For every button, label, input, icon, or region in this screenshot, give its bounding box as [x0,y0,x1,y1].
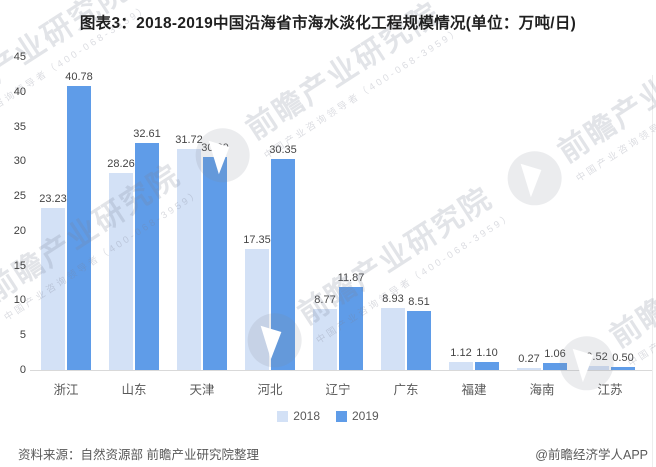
y-tick-label: 40 [13,85,26,98]
value-label: 17.35 [243,234,271,246]
x-category-label: 天津 [189,383,215,397]
bar-2018-辽宁: 8.77 [313,294,337,370]
legend-swatch-icon [277,410,289,422]
bar-2019-江苏: 0.50 [611,352,635,370]
bar-2018-福建: 1.12 [449,347,473,370]
y-tick-label: 35 [13,120,26,133]
x-category-label: 广东 [393,383,419,397]
bar-2018-天津: 31.72 [175,134,203,370]
value-label: 30.35 [269,144,297,156]
value-label: 0.50 [612,352,634,364]
bar-group-江苏: 0.52 0.50 [576,57,644,370]
x-axis-line [30,370,652,371]
bar-group-山东: 28.26 32.61 [100,57,168,370]
credit-note: @前瞻经济学人APP [535,448,648,462]
value-label: 1.06 [544,348,566,360]
bar-group-河北: 17.35 30.35 [236,57,304,370]
bar-group-海南: 0.27 1.06 [508,57,576,370]
bar-2019-海南: 1.06 [543,348,567,370]
value-label: 11.87 [337,272,365,284]
bar-2019-福建: 1.10 [475,347,499,370]
y-tick-label: 5 [19,329,26,342]
y-tick-label: 25 [13,190,26,203]
value-label: 23.23 [39,193,67,205]
value-label: 8.77 [314,294,336,306]
bar-2019-天津: 30.60 [201,142,229,370]
bar-2018-江苏: 0.52 [585,351,609,370]
x-category-label: 浙江 [53,383,79,397]
legend-item-2019: 2019 [336,409,379,423]
y-tick-label: 10 [13,294,26,307]
x-category-label: 海南 [529,383,555,397]
value-label: 0.27 [518,353,540,365]
y-tick-label: 15 [13,259,26,272]
x-category-label: 辽宁 [325,383,351,397]
value-label: 8.51 [408,296,430,308]
bar-2019-辽宁: 11.87 [338,272,364,370]
y-tick-label: 20 [13,224,26,237]
bar-group-天津: 31.72 30.60 [168,57,236,370]
x-category-label: 福建 [461,383,487,397]
y-axis: 45 40 35 30 25 20 15 10 5 0 [0,50,26,377]
y-tick-label: 45 [13,51,26,63]
bar-group-福建: 1.12 1.10 [440,57,508,370]
legend-swatch-icon [336,410,347,422]
x-category-label: 江苏 [597,383,623,397]
value-label: 1.10 [476,347,498,359]
bar-2019-浙江: 40.78 [65,71,93,370]
y-tick-label: 30 [13,155,26,168]
plot-area: 23.23 40.78 28.26 32.61 31.72 30.60 17.35 30.35… [32,57,644,370]
bar-group-辽宁: 8.77 11.87 [304,57,372,370]
value-label: 0.52 [586,351,608,363]
bar-2018-河北: 17.35 [243,234,271,370]
value-label: 8.93 [382,293,404,305]
legend-label: 2018 [293,409,320,423]
value-label: 1.12 [450,347,472,359]
bar-2018-海南: 0.27 [517,353,541,370]
value-label: 31.72 [175,134,203,146]
bar-2018-广东: 8.93 [381,293,405,370]
x-category-label: 河北 [257,383,283,397]
bar-2019-山东: 32.61 [133,128,161,370]
bar-2019-广东: 8.51 [407,296,431,370]
value-label: 32.61 [133,128,161,140]
legend-item-2018: 2018 [277,409,320,423]
value-label: 40.78 [65,71,93,83]
source-note: 资料来源：自然资源部 前瞻产业研究院整理 [18,448,259,462]
chart-title: 图表3：2018-2019中国沿海省市海水淡化工程规模情况(单位：万吨/日) [79,15,577,32]
content-edge-divider [652,75,653,467]
bar-2018-浙江: 23.23 [39,193,67,370]
legend-label: 2019 [352,409,379,423]
bar-2018-山东: 28.26 [107,158,135,370]
x-category-label: 山东 [121,383,147,397]
value-label: 30.60 [201,142,229,154]
x-axis-labels: 浙江 山东 天津 河北 辽宁 广东 福建 海南 江苏 [32,379,644,398]
bar-group-广东: 8.93 8.51 [372,57,440,370]
bar-group-浙江: 23.23 40.78 [32,57,100,370]
value-label: 28.26 [107,158,135,170]
bar-2019-河北: 30.35 [269,144,297,370]
y-tick-label: 0 [19,363,26,376]
legend: 2018 2019 [0,409,656,423]
